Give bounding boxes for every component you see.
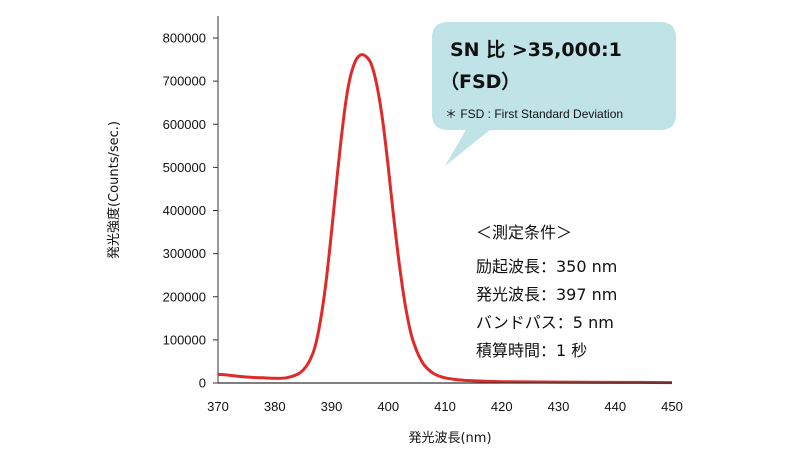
x-tick-label: 450	[661, 399, 683, 414]
y-tick-label: 700000	[163, 74, 206, 89]
x-tick-label: 370	[207, 399, 229, 414]
x-tick-label: 380	[264, 399, 286, 414]
measurement-conditions: ＜測定条件＞ 励起波長：350 nm 発光波長：397 nm バンドパス：5 n…	[476, 223, 617, 360]
x-tick-label: 400	[377, 399, 399, 414]
series-group	[217, 53, 673, 385]
sn-ratio-bubble: SN 比 >35,000:1 （FSD） ＊ FSD : First Stand…	[432, 22, 676, 166]
conditions-heading: ＜測定条件＞	[476, 223, 572, 242]
y-axis-title: 発光強度(Counts/sec.)	[106, 121, 122, 259]
y-tick-label: 400000	[163, 203, 206, 218]
bubble-line-2: （FSD）	[440, 70, 520, 93]
condition-excitation: 励起波長：350 nm	[476, 257, 617, 276]
y-tick-label: 600000	[163, 117, 206, 132]
bubble-line-1: SN 比 >35,000:1	[450, 39, 622, 61]
x-tick-label: 410	[434, 399, 456, 414]
y-tick-label: 0	[199, 376, 206, 391]
y-tick-label: 200000	[163, 289, 206, 304]
condition-integration: 積算時間：1 秒	[476, 341, 587, 360]
y-tick-label: 300000	[163, 246, 206, 261]
bubble-shape	[432, 22, 676, 166]
x-tick-label: 440	[604, 399, 626, 414]
y-tick-label: 800000	[163, 31, 206, 46]
x-tick-group: 370 380 390 400 410 420 430 440 450	[207, 399, 683, 414]
x-tick-label: 420	[491, 399, 513, 414]
y-tick-group: 0 100000 200000 300000 400000 500000 600000 700…	[163, 31, 218, 391]
bubble-note: ＊ FSD : First Standard Deviation	[445, 107, 623, 121]
emission-series-line	[217, 53, 673, 385]
y-tick-label: 100000	[163, 332, 206, 347]
x-tick-label: 390	[321, 399, 343, 414]
condition-bandpass: バンドパス：5 nm	[476, 313, 614, 332]
x-tick-label: 430	[548, 399, 570, 414]
y-tick-label: 500000	[163, 160, 206, 175]
x-axis-title: 発光波長(nm)	[408, 431, 491, 446]
condition-emission: 発光波長：397 nm	[476, 285, 617, 304]
